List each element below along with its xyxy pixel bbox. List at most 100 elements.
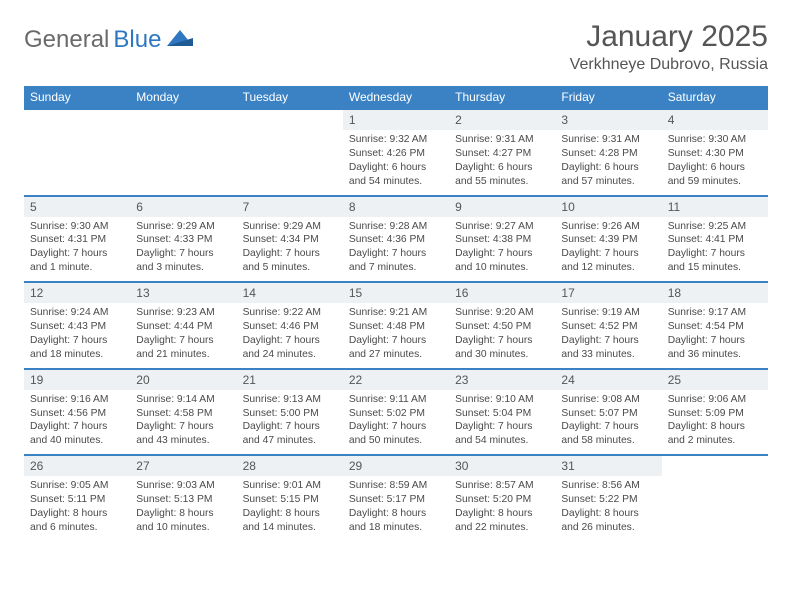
calendar-day-cell: 30Sunrise: 8:57 AMSunset: 5:20 PMDayligh… bbox=[449, 455, 555, 541]
sunrise-line: Sunrise: 8:56 AM bbox=[561, 480, 639, 491]
sunset-line: Sunset: 4:39 PM bbox=[561, 234, 637, 245]
calendar-day-cell: 20Sunrise: 9:14 AMSunset: 4:58 PMDayligh… bbox=[130, 369, 236, 456]
daylight-line: Daylight: 7 hours and 54 minutes. bbox=[455, 421, 532, 446]
calendar-day-cell: 16Sunrise: 9:20 AMSunset: 4:50 PMDayligh… bbox=[449, 282, 555, 369]
sunrise-line: Sunrise: 9:13 AM bbox=[243, 394, 321, 405]
daylight-line: Daylight: 7 hours and 15 minutes. bbox=[668, 248, 745, 273]
sunset-line: Sunset: 5:17 PM bbox=[349, 494, 425, 505]
day-number: 23 bbox=[449, 370, 555, 390]
sunset-line: Sunset: 5:02 PM bbox=[349, 408, 425, 419]
day-number: 16 bbox=[449, 283, 555, 303]
day-body: Sunrise: 9:30 AMSunset: 4:31 PMDaylight:… bbox=[24, 217, 130, 282]
sunset-line: Sunset: 4:52 PM bbox=[561, 321, 637, 332]
day-number: 13 bbox=[130, 283, 236, 303]
logo-text-1: General bbox=[24, 26, 109, 54]
day-number: 12 bbox=[24, 283, 130, 303]
sunset-line: Sunset: 4:48 PM bbox=[349, 321, 425, 332]
calendar-day-cell: 4Sunrise: 9:30 AMSunset: 4:30 PMDaylight… bbox=[662, 109, 768, 196]
day-number: 25 bbox=[662, 370, 768, 390]
calendar-day-cell: 29Sunrise: 8:59 AMSunset: 5:17 PMDayligh… bbox=[343, 455, 449, 541]
month-title: January 2025 bbox=[570, 20, 768, 54]
calendar-day-cell: 25Sunrise: 9:06 AMSunset: 5:09 PMDayligh… bbox=[662, 369, 768, 456]
day-number: 21 bbox=[237, 370, 343, 390]
calendar-table: SundayMondayTuesdayWednesdayThursdayFrid… bbox=[24, 86, 768, 541]
calendar-day-cell: 12Sunrise: 9:24 AMSunset: 4:43 PMDayligh… bbox=[24, 282, 130, 369]
daylight-line: Daylight: 7 hours and 21 minutes. bbox=[136, 335, 213, 360]
day-body: Sunrise: 9:11 AMSunset: 5:02 PMDaylight:… bbox=[343, 390, 449, 455]
daylight-line: Daylight: 8 hours and 6 minutes. bbox=[30, 508, 107, 533]
day-body: Sunrise: 9:16 AMSunset: 4:56 PMDaylight:… bbox=[24, 390, 130, 455]
sunrise-line: Sunrise: 9:31 AM bbox=[455, 134, 533, 145]
calendar-day-cell: 22Sunrise: 9:11 AMSunset: 5:02 PMDayligh… bbox=[343, 369, 449, 456]
logo-icon bbox=[167, 28, 193, 53]
sunset-line: Sunset: 4:46 PM bbox=[243, 321, 319, 332]
day-body: Sunrise: 9:03 AMSunset: 5:13 PMDaylight:… bbox=[130, 476, 236, 541]
day-number: 30 bbox=[449, 456, 555, 476]
sunrise-line: Sunrise: 9:29 AM bbox=[243, 221, 321, 232]
daylight-line: Daylight: 7 hours and 24 minutes. bbox=[243, 335, 320, 360]
sunset-line: Sunset: 4:30 PM bbox=[668, 148, 744, 159]
calendar-day-cell bbox=[237, 109, 343, 196]
daylight-line: Daylight: 7 hours and 18 minutes. bbox=[30, 335, 107, 360]
sunset-line: Sunset: 4:38 PM bbox=[455, 234, 531, 245]
sunrise-line: Sunrise: 9:06 AM bbox=[668, 394, 746, 405]
day-number: 19 bbox=[24, 370, 130, 390]
daylight-line: Daylight: 7 hours and 30 minutes. bbox=[455, 335, 532, 360]
day-body: Sunrise: 9:28 AMSunset: 4:36 PMDaylight:… bbox=[343, 217, 449, 282]
day-number: 10 bbox=[555, 197, 661, 217]
daylight-line: Daylight: 6 hours and 59 minutes. bbox=[668, 162, 745, 187]
daylight-line: Daylight: 7 hours and 36 minutes. bbox=[668, 335, 745, 360]
sunset-line: Sunset: 5:04 PM bbox=[455, 408, 531, 419]
sunset-line: Sunset: 4:28 PM bbox=[561, 148, 637, 159]
weekday-header: Thursday bbox=[449, 86, 555, 109]
day-body: Sunrise: 9:32 AMSunset: 4:26 PMDaylight:… bbox=[343, 130, 449, 195]
sunrise-line: Sunrise: 9:16 AM bbox=[30, 394, 108, 405]
day-body: Sunrise: 8:57 AMSunset: 5:20 PMDaylight:… bbox=[449, 476, 555, 541]
sunrise-line: Sunrise: 9:26 AM bbox=[561, 221, 639, 232]
day-number: 8 bbox=[343, 197, 449, 217]
calendar-body: 1Sunrise: 9:32 AMSunset: 4:26 PMDaylight… bbox=[24, 109, 768, 541]
day-number: 18 bbox=[662, 283, 768, 303]
sunrise-line: Sunrise: 9:10 AM bbox=[455, 394, 533, 405]
day-body: Sunrise: 9:29 AMSunset: 4:34 PMDaylight:… bbox=[237, 217, 343, 282]
weekday-header: Monday bbox=[130, 86, 236, 109]
sunset-line: Sunset: 4:54 PM bbox=[668, 321, 744, 332]
sunrise-line: Sunrise: 9:22 AM bbox=[243, 307, 321, 318]
day-body: Sunrise: 9:26 AM Sunset: 4:39 PM Daylight:… bbox=[555, 217, 661, 282]
day-number bbox=[24, 110, 130, 130]
daylight-line: Daylight: 7 hours and 10 minutes. bbox=[455, 248, 532, 273]
day-body: Sunrise: 9:24 AMSunset: 4:43 PMDaylight:… bbox=[24, 303, 130, 368]
sunrise-line: Sunrise: 9:05 AM bbox=[30, 480, 108, 491]
sunrise-line: Sunrise: 9:03 AM bbox=[136, 480, 214, 491]
sunset-line: Sunset: 4:56 PM bbox=[30, 408, 106, 419]
sunset-line: Sunset: 5:07 PM bbox=[561, 408, 637, 419]
weekday-header-row: SundayMondayTuesdayWednesdayThursdayFrid… bbox=[24, 86, 768, 109]
calendar-day-cell bbox=[24, 109, 130, 196]
sunrise-line: Sunrise: 9:24 AM bbox=[30, 307, 108, 318]
day-body: Sunrise: 9:27 AMSunset: 4:38 PMDaylight:… bbox=[449, 217, 555, 282]
day-body: Sunrise: 9:05 AMSunset: 5:11 PMDaylight:… bbox=[24, 476, 130, 541]
day-body: Sunrise: 9:13 AMSunset: 5:00 PMDaylight:… bbox=[237, 390, 343, 455]
sunset-line: Sunset: 5:13 PM bbox=[136, 494, 212, 505]
sunset-line: Sunset: 4:26 PM bbox=[349, 148, 425, 159]
weekday-header: Tuesday bbox=[237, 86, 343, 109]
daylight-line: Daylight: 8 hours and 18 minutes. bbox=[349, 508, 426, 533]
weekday-header: Sunday bbox=[24, 86, 130, 109]
daylight-line: Daylight: 7 hours and 27 minutes. bbox=[349, 335, 426, 360]
daylight-line: Daylight: 7 hours and 12 minutes. bbox=[561, 248, 638, 273]
day-number: 11 bbox=[662, 197, 768, 217]
day-body: Sunrise: 9:22 AM Sunset: 4:46 PM Daylight:… bbox=[237, 303, 343, 368]
daylight-line: Daylight: 7 hours and 50 minutes. bbox=[349, 421, 426, 446]
day-number: 3 bbox=[555, 110, 661, 130]
daylight-line: Daylight: 7 hours and 43 minutes. bbox=[136, 421, 213, 446]
day-number: 9 bbox=[449, 197, 555, 217]
sunset-line: Sunset: 5:09 PM bbox=[668, 408, 744, 419]
day-body: Sunrise: 9:17 AMSunset: 4:54 PMDaylight:… bbox=[662, 303, 768, 368]
sunset-line: Sunset: 5:00 PM bbox=[243, 408, 319, 419]
daylight-line: Daylight: 8 hours and 22 minutes. bbox=[455, 508, 532, 533]
daylight-line: Daylight: 7 hours and 1 minute. bbox=[30, 248, 107, 273]
calendar-day-cell: 9Sunrise: 9:27 AMSunset: 4:38 PMDaylight… bbox=[449, 196, 555, 283]
logo: GeneralBlue bbox=[24, 26, 193, 54]
sunrise-line: Sunrise: 8:57 AM bbox=[455, 480, 533, 491]
calendar-day-cell: 23 Sunrise: 9:10 AM Sunset: 5:04 PM Dayligh… bbox=[449, 369, 555, 456]
